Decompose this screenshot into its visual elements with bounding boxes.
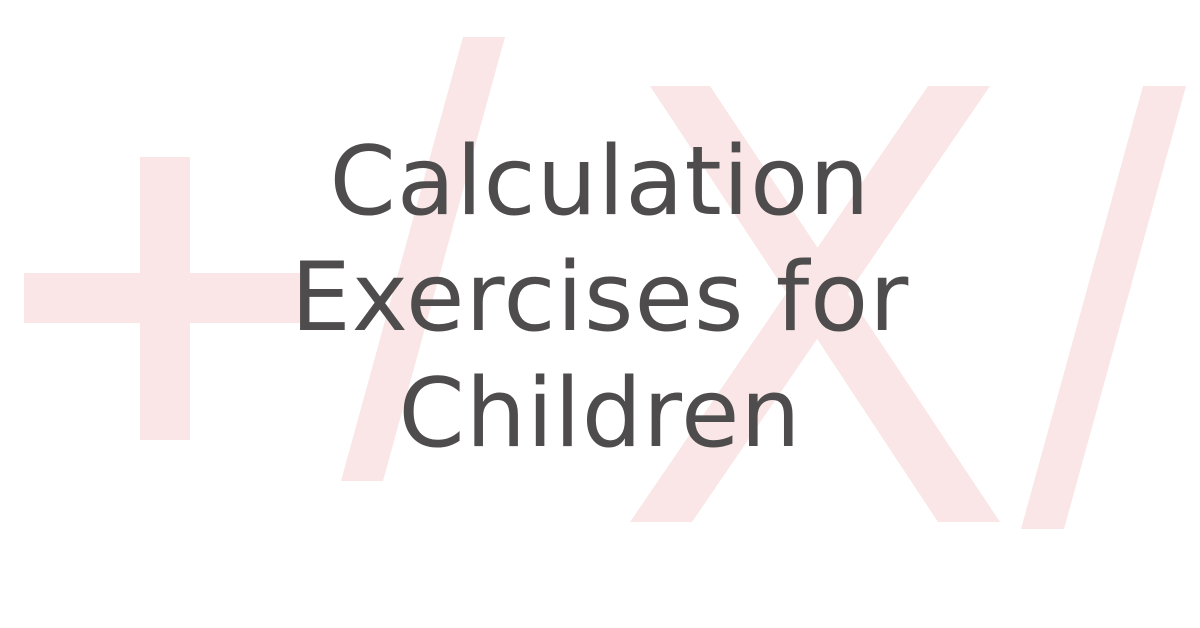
plus-icon bbox=[24, 157, 307, 440]
title-line: Children bbox=[398, 359, 802, 469]
times-icon bbox=[630, 86, 1000, 522]
title-line: Exercises for bbox=[290, 243, 910, 353]
slash-icon bbox=[341, 37, 505, 481]
slash-icon bbox=[1021, 86, 1186, 529]
page-title: Calculation Exercises for Children bbox=[200, 124, 1000, 472]
title-line: Calculation bbox=[329, 127, 871, 237]
